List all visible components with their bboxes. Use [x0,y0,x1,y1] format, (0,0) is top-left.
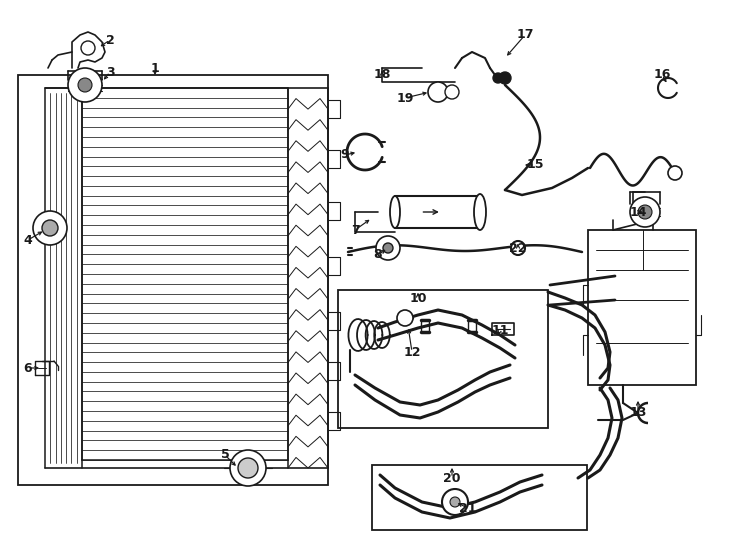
Text: 5: 5 [221,449,230,462]
Text: 20: 20 [443,471,461,484]
Text: 18: 18 [374,69,390,82]
Text: 3: 3 [106,65,115,78]
Ellipse shape [390,196,400,228]
Text: 12: 12 [403,346,421,359]
Text: 13: 13 [629,406,647,419]
Circle shape [450,497,460,507]
Text: 10: 10 [410,292,426,305]
Circle shape [445,85,459,99]
Text: 19: 19 [396,91,414,105]
Text: 22: 22 [509,241,527,254]
Ellipse shape [474,194,486,230]
Circle shape [428,82,448,102]
Text: 7: 7 [351,224,360,237]
Text: 6: 6 [23,361,32,375]
Circle shape [511,241,525,255]
Circle shape [442,489,468,515]
Circle shape [376,236,400,260]
Text: 17: 17 [516,29,534,42]
Bar [372,465,587,530]
Circle shape [230,450,266,486]
Circle shape [499,72,511,84]
Text: 4: 4 [23,233,32,246]
Text: 11: 11 [491,323,509,336]
Text: 16: 16 [653,69,671,82]
Circle shape [493,73,503,83]
Bar [18,75,328,485]
Circle shape [78,78,92,92]
Text: 21: 21 [459,502,477,515]
Circle shape [42,220,58,236]
Bar [588,230,696,385]
Circle shape [638,205,652,219]
Circle shape [33,211,67,245]
Circle shape [630,197,660,227]
Text: 15: 15 [526,159,544,172]
Circle shape [383,243,393,253]
Text: 2: 2 [106,33,115,46]
Circle shape [68,68,102,102]
Text: 9: 9 [341,148,349,161]
Circle shape [238,458,258,478]
Bar [338,290,548,428]
Circle shape [397,310,413,326]
Text: 8: 8 [374,248,382,261]
Text: 1: 1 [150,62,159,75]
Text: 14: 14 [629,206,647,219]
Circle shape [668,166,682,180]
